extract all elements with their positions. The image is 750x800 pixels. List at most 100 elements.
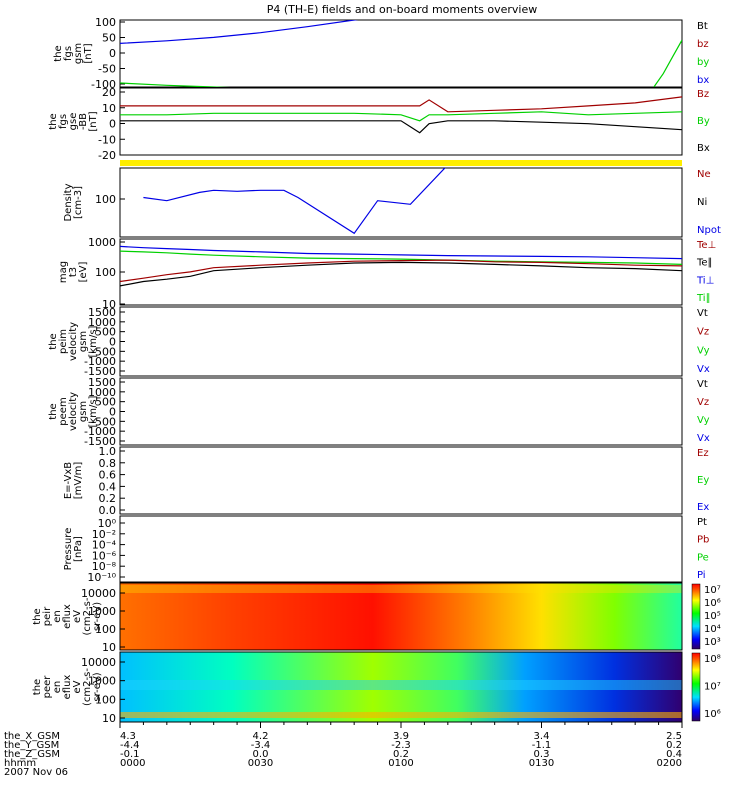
x-axis-value: 0.2 bbox=[666, 740, 682, 751]
y-tick-label: 500 bbox=[95, 326, 116, 339]
legend-Te⊥: Te⊥ bbox=[696, 240, 716, 251]
x-axis-row-label: the_X_GSM bbox=[4, 731, 60, 742]
peer-spectrogram-band-mid bbox=[120, 680, 682, 690]
legend-Ti⊥: Ti⊥ bbox=[696, 275, 714, 286]
y-axis-label: [nPa] bbox=[73, 536, 84, 562]
y-tick-label: 50 bbox=[102, 32, 116, 45]
y-axis-label: [eV] bbox=[78, 262, 89, 283]
y-axis-label: the bbox=[32, 679, 43, 695]
x-axis-row-label: 2007 Nov 06 bbox=[4, 767, 68, 778]
y-axis-label: eV bbox=[72, 610, 83, 623]
series-group-the-fgs-gsm bbox=[120, 20, 682, 87]
y-tick-label: -500 bbox=[91, 345, 116, 358]
y-tick-label: 0.6 bbox=[99, 469, 117, 482]
y-axis-label: sr-eV) bbox=[92, 602, 103, 631]
x-axis-value: 0030 bbox=[248, 758, 273, 769]
panel-frame bbox=[119, 377, 683, 446]
y-axis-label: eflux bbox=[62, 675, 73, 700]
y-tick-label: 0.8 bbox=[99, 457, 117, 470]
series-line-By bbox=[120, 111, 682, 122]
y-tick-label: 0 bbox=[109, 336, 116, 349]
x-axis-value: -0.1 bbox=[120, 749, 140, 760]
y-axis-label: the bbox=[32, 608, 43, 624]
y-tick-label: 10 bbox=[102, 298, 116, 311]
series-line-Te∥ bbox=[120, 261, 682, 287]
x-axis-value: 0100 bbox=[388, 758, 413, 769]
panel-efield: 1.00.80.60.40.20.0 E=-VxB [mV/m] Ez Ey Ex bbox=[63, 445, 709, 517]
x-axis-value: 3.9 bbox=[393, 731, 409, 742]
legend-Bt: Bt bbox=[697, 21, 708, 32]
y-tick-label: 0.0 bbox=[99, 504, 117, 517]
x-axis-value: 0.0 bbox=[253, 749, 269, 760]
y-tick-label: -500 bbox=[91, 415, 116, 428]
y-tick-label: -20 bbox=[98, 149, 116, 162]
y-tick-label: 1000 bbox=[88, 605, 116, 618]
y-axis-label: [nT] bbox=[83, 43, 94, 63]
legend-Vt: Vt bbox=[697, 308, 708, 319]
y-tick-label: -10 bbox=[98, 133, 116, 146]
legend-bz: bz bbox=[697, 39, 709, 50]
legend-Vy: Vy bbox=[697, 345, 710, 356]
colorbar bbox=[691, 652, 701, 722]
colorbar-label: 10⁴ bbox=[704, 624, 721, 635]
y-tick-label: 10 bbox=[102, 641, 116, 654]
y-tick-label: 20 bbox=[102, 86, 116, 99]
y-axis-label: [km/s] bbox=[88, 395, 99, 427]
x-axis-value: -1.1 bbox=[532, 740, 552, 751]
panel-frame bbox=[119, 87, 683, 156]
y-tick-label: 1000 bbox=[88, 316, 116, 329]
y-axis-label: [nT] bbox=[88, 111, 99, 131]
series-line-bz bbox=[653, 39, 682, 87]
series-line-Ti⊥ bbox=[120, 245, 682, 260]
x-axis-value: 4.3 bbox=[120, 731, 136, 742]
panel-fgs-gsm: 100 50 0 -50 -100 the fgs gsm [nT] Bt bz by bx bbox=[53, 16, 709, 91]
y-tick-label: 0 bbox=[109, 118, 116, 131]
legend-Ez: Ez bbox=[697, 448, 709, 459]
plot-title: P4 (TH-E) fields and on-board moments ov… bbox=[267, 3, 538, 16]
y-axis-label: fgs bbox=[63, 46, 74, 61]
legend-Ey: Ey bbox=[697, 475, 709, 486]
y-tick-label: 0 bbox=[109, 47, 116, 60]
y-axis-label: mag bbox=[58, 261, 69, 283]
x-axis-row-label: the_Y_GSM bbox=[4, 740, 59, 751]
colorbar-label: 10⁷ bbox=[704, 585, 721, 596]
legend-Vz: Vz bbox=[697, 397, 709, 408]
y-tick-label: 100 bbox=[95, 16, 116, 29]
colorbar-label: 10⁶ bbox=[704, 598, 721, 609]
y-tick-label: 0.4 bbox=[99, 480, 117, 493]
x-axis-row-label: the_Z_GSM bbox=[4, 749, 60, 760]
legend-Npot: Npot bbox=[697, 225, 721, 236]
legend-Ex: Ex bbox=[697, 502, 709, 513]
legend-Bx: Bx bbox=[697, 143, 710, 154]
y-tick-label: 0.2 bbox=[99, 492, 117, 505]
legend-Vx: Vx bbox=[697, 364, 710, 375]
x-axis-value: 0000 bbox=[120, 758, 145, 769]
y-axis-label: [mV/m] bbox=[73, 462, 84, 500]
y-axis-label: en bbox=[52, 610, 63, 623]
x-axis-value: 0200 bbox=[657, 758, 682, 769]
panel-frame bbox=[119, 167, 683, 238]
legend-by: by bbox=[697, 57, 709, 68]
panel-frame bbox=[119, 306, 683, 377]
y-tick-label: 1.0 bbox=[99, 445, 117, 458]
x-axis-value: 0.3 bbox=[534, 749, 550, 760]
y-tick-label: 100 bbox=[95, 266, 116, 279]
y-axis-label: eV bbox=[72, 680, 83, 693]
panel-frame bbox=[119, 446, 683, 515]
legend-Vx: Vx bbox=[697, 433, 710, 444]
legend-By: By bbox=[697, 116, 710, 127]
y-tick-label: 10000 bbox=[81, 656, 116, 669]
y-axis-label: fgs bbox=[58, 114, 69, 129]
panel-status-bar bbox=[120, 160, 682, 166]
status-bar-fill bbox=[120, 160, 682, 166]
panel-frame bbox=[119, 238, 683, 306]
legend-Pe: Pe bbox=[697, 552, 709, 563]
series-group-Density bbox=[143, 168, 446, 235]
y-tick-label: 10⁰ bbox=[98, 517, 117, 530]
panel-peer-spectrogram: 10000 1000 100 10 the peer en eflux eV (cm2-s-sr-… bbox=[32, 651, 721, 725]
